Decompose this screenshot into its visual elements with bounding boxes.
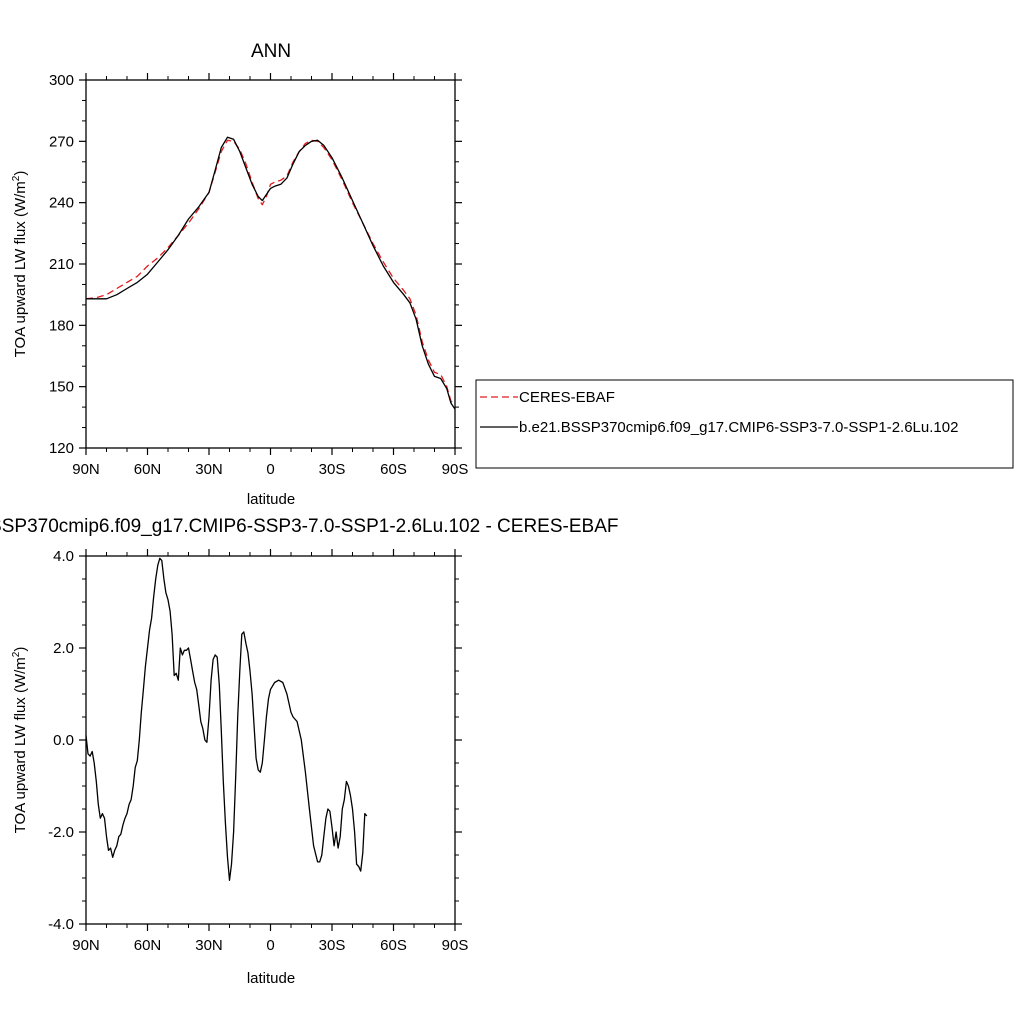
x-tick-label: 90N (72, 461, 100, 478)
y-tick-label: 240 (49, 195, 74, 212)
legend: CERES-EBAF b.e21.BSSP370cmip6.f09_g17.CM… (475, 379, 1014, 469)
y-axis-label: TOA upward LW flux (W/m2) (11, 647, 29, 834)
y-tick-label: -2.0 (48, 824, 74, 841)
y-axis-label: TOA upward LW flux (W/m2) (11, 171, 29, 358)
x-tick-label: 90N (72, 937, 100, 954)
x-axis-label: latitude (247, 491, 295, 508)
y-tick-label: 150 (49, 379, 74, 396)
plot-frame (85, 555, 456, 925)
axis-ticks: 90N 60N 30N 0 30S 60S 90S 120 150 180 210 240 270 300 (49, 72, 468, 478)
x-tick-label: 60S (380, 937, 407, 954)
annual-mean-panel: ANN 90N 60N 30N 0 30S 60S 90S 120 150 180 210 240 27… (11, 41, 1014, 508)
plot-border (85, 555, 456, 925)
x-tick-label: 90S (442, 461, 469, 478)
panel-title: b.e21.BSSP370cmip6.f09_g17.CMIP6-SSP3-7.… (0, 516, 618, 537)
y-tick-label: 210 (49, 256, 74, 273)
x-tick-label: 30N (195, 461, 223, 478)
y-tick-label: 4.0 (53, 548, 74, 565)
plot-border (85, 79, 456, 449)
x-tick-label: 30N (195, 937, 223, 954)
series-line-1 (86, 136, 456, 410)
x-tick-label: 0 (266, 937, 274, 954)
legend-box (475, 379, 1014, 469)
plot-frame (85, 79, 456, 449)
difference-panel: b.e21.BSSP370cmip6.f09_g17.CMIP6-SSP3-7.… (0, 516, 618, 987)
x-axis-label: latitude (247, 970, 295, 987)
legend-label-model: b.e21.BSSP370cmip6.f09_g17.CMIP6-SSP3-7.… (519, 419, 958, 436)
x-tick-label: 60N (134, 937, 162, 954)
y-tick-label: 180 (49, 317, 74, 334)
x-tick-label: 30S (319, 461, 346, 478)
series-line-0 (85, 139, 456, 406)
y-tick-label: 120 (49, 440, 74, 457)
series-lines (85, 136, 456, 410)
x-tick-label: 60N (134, 461, 162, 478)
x-tick-label: 60S (380, 461, 407, 478)
panel-title: ANN (251, 41, 291, 62)
legend-label-ceres-ebaf: CERES-EBAF (519, 389, 615, 406)
series-line-0 (85, 557, 368, 881)
y-tick-label: 270 (49, 133, 74, 150)
y-tick-label: 300 (49, 72, 74, 89)
y-tick-label: 0.0 (53, 732, 74, 749)
series-lines (85, 557, 368, 881)
axis-ticks: 90N 60N 30N 0 30S 60S 90S -4.0 -2.0 0.0 2.0 4.0 (48, 548, 468, 954)
x-tick-label: 30S (319, 937, 346, 954)
x-tick-label: 90S (442, 937, 469, 954)
y-tick-label: 2.0 (53, 640, 74, 657)
x-tick-label: 0 (266, 461, 274, 478)
y-tick-label: -4.0 (48, 916, 74, 933)
